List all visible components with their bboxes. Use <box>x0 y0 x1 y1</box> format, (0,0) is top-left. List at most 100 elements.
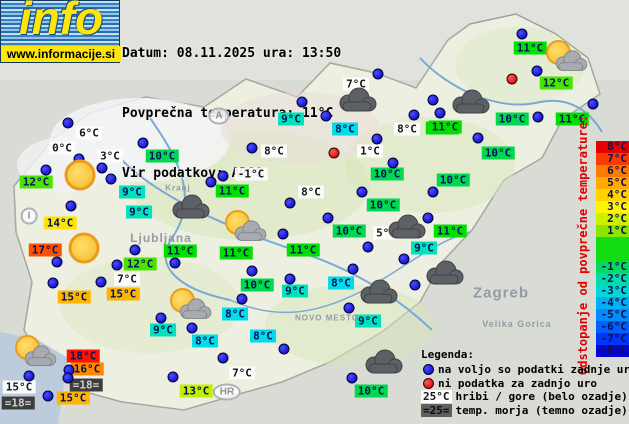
cloud-icon <box>384 214 428 244</box>
temp-chip: 15°C <box>106 287 140 301</box>
temp-chip: 8°C <box>332 122 358 136</box>
temp-chip: 10°C <box>495 112 529 126</box>
legend-item-text: hribi / gore (belo ozadje) <box>455 390 628 404</box>
header-average-temperature: Povprečna temperatura: 11°C <box>122 106 334 121</box>
city-label: Kranj <box>165 183 191 193</box>
station-dot-blue <box>322 212 334 224</box>
temp-chip: 13°C <box>179 384 213 398</box>
sun-icon <box>68 232 100 264</box>
info-logo[interactable]: info www.informacije.si <box>0 0 121 63</box>
temp-chip: 10°C <box>370 167 404 181</box>
temp-chip: 11°C <box>433 224 467 238</box>
temp-chip: 17°C <box>28 243 62 257</box>
temp-chip: -1°C <box>234 167 268 181</box>
legend-item: 25°C hribi / gore (belo ozadje) <box>421 390 629 404</box>
station-dot-blue <box>62 372 74 384</box>
station-dot-blue <box>278 343 290 355</box>
temp-chip: 10°C <box>481 146 515 160</box>
station-dot-blue <box>169 257 181 269</box>
temp-chip: 15°C <box>56 391 90 405</box>
station-dot-blue <box>532 111 544 123</box>
station-dot-blue <box>137 137 149 149</box>
station-dot-blue <box>296 96 308 108</box>
temp-chip: 8°C <box>250 329 276 343</box>
temp-chip: 12°C <box>123 257 157 271</box>
temp-chip: 1°C <box>357 144 383 158</box>
temp-chip: 8°C <box>192 334 218 348</box>
cloud-icon <box>422 260 466 290</box>
station-dot-blue <box>246 142 258 154</box>
station-dot-blue <box>320 110 332 122</box>
road-badge: A <box>208 107 230 125</box>
sun-icon <box>64 159 96 191</box>
temp-chip: 14°C <box>43 216 77 230</box>
legend-item-text: temp. morja (temno ozadje) <box>455 403 628 417</box>
station-dot-blue <box>284 197 296 209</box>
station-dot-blue <box>346 372 358 384</box>
sun-behind-cloud-icon <box>225 210 269 244</box>
station-dot-blue <box>422 212 434 224</box>
station-dot-blue <box>408 109 420 121</box>
legend-item: na voljo so podatki zadnje ure <box>421 363 629 377</box>
station-dot-blue <box>587 98 599 110</box>
scale-band: -3°C <box>596 285 629 297</box>
cloud-icon <box>356 279 400 309</box>
legend-title: Legenda: <box>421 348 474 361</box>
temp-chip: 10°C <box>332 224 366 238</box>
station-dot-blue <box>65 200 77 212</box>
logo-url[interactable]: www.informacije.si <box>1 46 121 62</box>
station-dot-red <box>506 73 518 85</box>
temp-chip: 11°C <box>215 184 249 198</box>
temp-chip: 9°C <box>278 112 304 126</box>
legend-item-text: na voljo so podatki zadnje ure <box>438 363 629 377</box>
sun-behind-cloud-icon <box>170 288 214 322</box>
scale-band: -6°C <box>596 321 629 333</box>
red-dot-marker <box>423 377 434 389</box>
header-date: Datum: 08.11.2025 ura: 13:50 <box>122 46 342 61</box>
temp-chip: 15°C <box>57 290 91 304</box>
scale-band: -5°C <box>596 309 629 321</box>
cloud-icon <box>361 349 405 379</box>
temp-chip: =18= <box>69 378 103 392</box>
scale-title: Odstopanje od povprečne temperature: <box>576 114 590 375</box>
station-dot-blue <box>343 302 355 314</box>
temp-chip: 9°C <box>355 314 381 328</box>
station-dot-blue <box>516 28 528 40</box>
station-dot-red <box>328 147 340 159</box>
legend-item: =25= temp. morja (temno ozadje) <box>421 403 629 418</box>
station-dot-blue <box>398 253 410 265</box>
station-dot-blue <box>427 94 439 106</box>
station-dot-blue <box>62 117 74 129</box>
temp-chip: 7°C <box>229 366 255 380</box>
temp-chip: 8°C <box>394 122 420 136</box>
temperature-deviation-scale: 8°C 7°C 6°C 5°C 4°C 3°C 2°C 1°C -1°C -2°C -3°C -4°C… <box>596 141 629 357</box>
blue-dot-marker <box>423 364 434 376</box>
temp-chip: 9°C <box>126 205 152 219</box>
temp-chip: 11°C <box>219 246 253 260</box>
temp-chip: 8°C <box>328 276 354 290</box>
station-dot-blue <box>23 370 35 382</box>
station-dot-blue <box>372 68 384 80</box>
scale-band: 7°C <box>596 153 629 165</box>
station-dot-blue <box>371 133 383 145</box>
station-dot-blue <box>217 170 229 182</box>
station-dot-blue <box>111 259 123 271</box>
scale-band: -1°C <box>596 261 629 273</box>
sun-behind-cloud-icon <box>546 40 590 74</box>
scale-band: 6°C <box>596 165 629 177</box>
white-chip-marker: 25°C <box>421 390 452 404</box>
scale-band: -8°C <box>596 345 629 357</box>
station-dot-blue <box>105 173 117 185</box>
station-dot-blue <box>51 256 63 268</box>
temp-chip: 8°C <box>222 307 248 321</box>
dark-chip-marker: =25= <box>421 403 452 417</box>
temp-chip: 8°C <box>261 144 287 158</box>
temp-chip: 9°C <box>119 185 145 199</box>
temp-chip: 15°C <box>2 380 36 394</box>
road-badge: I <box>20 207 38 225</box>
temp-chip: 7°C <box>114 272 140 286</box>
temp-chip: 10°C <box>366 198 400 212</box>
station-dot-blue <box>472 132 484 144</box>
temp-chip: 12°C <box>19 175 53 189</box>
